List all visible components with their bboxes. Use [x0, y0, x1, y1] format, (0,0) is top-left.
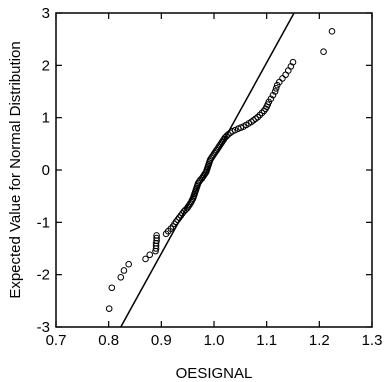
data-point [267, 95, 275, 103]
plot-frame [55, 12, 373, 328]
data-point [125, 260, 132, 268]
data-point [105, 305, 113, 312]
data-point [256, 111, 264, 119]
x-tick-label: 0.7 [46, 332, 67, 349]
data-point [142, 255, 149, 263]
y-tick-label: 2 [42, 57, 50, 74]
x-tick-label: 0.9 [151, 332, 172, 349]
y-tick-label: -1 [37, 214, 50, 231]
x-tick-label: 0.8 [98, 332, 119, 349]
y-axis-title: Expected Value for Normal Distribution [7, 41, 24, 298]
data-point [117, 273, 125, 281]
data-point [271, 88, 279, 95]
data-point [108, 284, 116, 292]
y-tick-label: 0 [42, 162, 50, 179]
y-tick-label: 3 [42, 5, 50, 22]
x-tick-label: 1.1 [256, 332, 277, 349]
data-point [120, 267, 128, 274]
x-tick-label: 1.3 [362, 332, 383, 349]
y-tick-label: 1 [42, 110, 50, 127]
x-tick-label: 1.0 [204, 332, 225, 349]
y-tick-label: -2 [37, 267, 50, 284]
data-point [167, 225, 175, 232]
data-point [289, 58, 297, 66]
x-axis-title: OESIGNAL [176, 365, 253, 382]
data-point [258, 109, 266, 117]
data-point [231, 126, 239, 134]
data-point [328, 28, 336, 35]
data-point [153, 232, 160, 239]
data-point [254, 113, 262, 121]
data-points [105, 28, 336, 312]
data-point [279, 75, 286, 82]
x-tick-labels: 0.7 0.8 0.9 1.0 1.1 1.2 1.3 [46, 332, 383, 349]
data-point [146, 251, 154, 259]
y-tick-label: -3 [37, 319, 50, 336]
data-point [320, 48, 327, 56]
data-point [269, 91, 277, 99]
y-tick-labels: -3 -2 -1 0 1 2 3 [37, 5, 50, 336]
data-point [153, 234, 160, 242]
data-point [272, 85, 280, 92]
axis-ticks [55, 12, 373, 328]
x-tick-label: 1.2 [309, 332, 330, 349]
